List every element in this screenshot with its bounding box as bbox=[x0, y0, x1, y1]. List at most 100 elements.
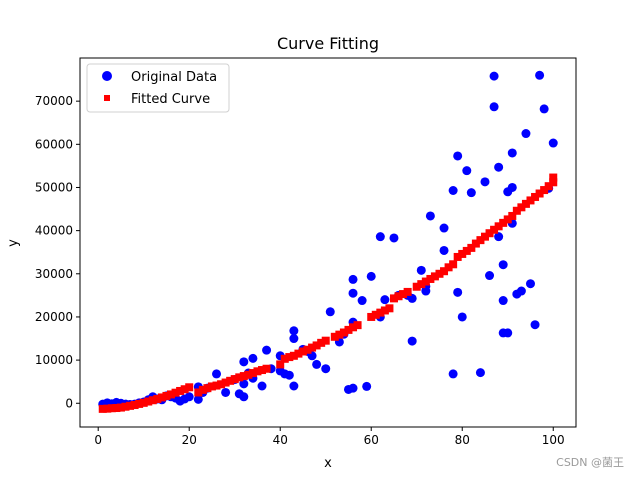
fitted-curve-point bbox=[139, 398, 148, 407]
fitted-curve-point bbox=[380, 306, 389, 315]
original-data-point bbox=[248, 353, 258, 363]
original-data-point bbox=[466, 188, 476, 198]
chart-title: Curve Fitting bbox=[277, 34, 379, 53]
original-data-point bbox=[375, 232, 385, 242]
legend-marker-original bbox=[102, 71, 112, 81]
original-data-point bbox=[439, 223, 449, 233]
fitted-curve-point bbox=[230, 375, 239, 384]
y-tick-label: 30000 bbox=[35, 267, 73, 281]
original-data-point bbox=[321, 364, 331, 374]
original-data-point bbox=[489, 71, 499, 81]
fitted-curve-point bbox=[403, 287, 412, 296]
fitted-curve-point bbox=[549, 173, 558, 182]
original-data-point bbox=[448, 185, 458, 195]
fitted-curve-point bbox=[221, 378, 230, 387]
fitted-curve-point bbox=[294, 349, 303, 358]
original-data-point bbox=[525, 279, 535, 289]
fitted-curve-point bbox=[289, 351, 298, 360]
original-data-point bbox=[485, 271, 495, 281]
fitted-curve-point bbox=[226, 376, 235, 385]
legend-label-original: Original Data bbox=[131, 70, 217, 85]
fitted-curve-point bbox=[485, 229, 494, 238]
original-data-point bbox=[448, 369, 458, 379]
fitted-curve-point bbox=[512, 206, 521, 215]
fitted-curve-point bbox=[531, 192, 540, 201]
legend-label-fitted: Fitted Curve bbox=[131, 92, 210, 107]
original-data-point bbox=[262, 345, 272, 355]
fitted-curve-point bbox=[285, 353, 294, 362]
fitted-curve-point bbox=[253, 367, 262, 376]
fitted-curve-point bbox=[317, 338, 326, 347]
fitted-curve-point bbox=[394, 292, 403, 301]
original-data-point bbox=[389, 233, 399, 243]
fitted-curve-point bbox=[339, 328, 348, 337]
x-axis: 0 20 40 60 80 100 bbox=[94, 427, 565, 447]
original-data-point bbox=[425, 211, 435, 221]
y-tick-label: 20000 bbox=[35, 310, 73, 324]
original-data-point bbox=[475, 368, 485, 378]
original-data-point bbox=[348, 288, 358, 298]
original-data-point bbox=[312, 359, 322, 369]
original-data-point bbox=[453, 287, 463, 297]
fitted-curve-point bbox=[153, 394, 162, 403]
legend-marker-fitted bbox=[104, 95, 110, 101]
fitted-curve-point bbox=[376, 308, 385, 317]
original-data-point bbox=[416, 265, 426, 275]
fitted-curve-point bbox=[462, 246, 471, 255]
fitted-curve-point bbox=[180, 385, 189, 394]
original-data-point bbox=[212, 369, 222, 379]
original-data-point bbox=[366, 271, 376, 281]
fitted-curve-point bbox=[494, 222, 503, 231]
fitted-curve-point bbox=[121, 402, 130, 411]
fitted-curve-point bbox=[217, 380, 226, 389]
original-data-point bbox=[494, 232, 504, 242]
fitted-curve-point bbox=[471, 239, 480, 248]
original-data-point bbox=[357, 296, 367, 306]
fitted-curve-point bbox=[157, 393, 166, 402]
original-data-point bbox=[289, 334, 299, 344]
original-data-point bbox=[221, 387, 231, 397]
original-data-point bbox=[289, 381, 299, 391]
x-tick-label: 80 bbox=[455, 433, 470, 447]
original-data-point bbox=[407, 293, 417, 303]
fitted-curve-point bbox=[171, 388, 180, 397]
fitted-curve-point bbox=[440, 267, 449, 276]
original-data-point bbox=[407, 336, 417, 346]
fitted-curve-point bbox=[244, 370, 253, 379]
fitted-curve-point bbox=[549, 178, 558, 187]
original-data-point bbox=[516, 286, 526, 296]
original-data-point bbox=[439, 245, 449, 255]
original-data-point bbox=[184, 392, 194, 402]
original-data-point bbox=[193, 394, 203, 404]
fitted-curve-point bbox=[480, 232, 489, 241]
fitted-curve-point bbox=[389, 294, 398, 303]
original-data-point bbox=[498, 296, 508, 306]
fitted-curve-point bbox=[467, 243, 476, 252]
original-data-point bbox=[462, 166, 472, 176]
fitted-curve-point bbox=[449, 260, 458, 269]
x-tick-label: 40 bbox=[273, 433, 288, 447]
fitted-curve-point bbox=[235, 373, 244, 382]
fitted-curve-point bbox=[98, 404, 107, 413]
fitted-curve-point bbox=[490, 225, 499, 234]
fitted-curve-point bbox=[207, 382, 216, 391]
fitted-curve-point bbox=[148, 396, 157, 405]
original-data-point bbox=[348, 274, 358, 284]
fitted-curve-point bbox=[535, 189, 544, 198]
fitted-curve-point bbox=[508, 211, 517, 220]
y-tick-label: 0 bbox=[65, 396, 73, 410]
fitted-curve-point bbox=[476, 236, 485, 245]
fitted-curve-point bbox=[112, 404, 121, 413]
original-data-point bbox=[507, 148, 517, 158]
fitted-curve-point bbox=[412, 282, 421, 291]
y-tick-label: 60000 bbox=[35, 137, 73, 151]
fitted-curve-series bbox=[98, 173, 558, 413]
watermark: CSDN @菌王 bbox=[556, 456, 624, 469]
original-data-point bbox=[289, 326, 299, 336]
original-data-point bbox=[498, 260, 508, 270]
y-tick-label: 50000 bbox=[35, 180, 73, 194]
fitted-curve-point bbox=[421, 277, 430, 286]
fitted-curve-point bbox=[353, 321, 362, 330]
original-data-point bbox=[521, 129, 531, 139]
fitted-curve-point bbox=[503, 215, 512, 224]
